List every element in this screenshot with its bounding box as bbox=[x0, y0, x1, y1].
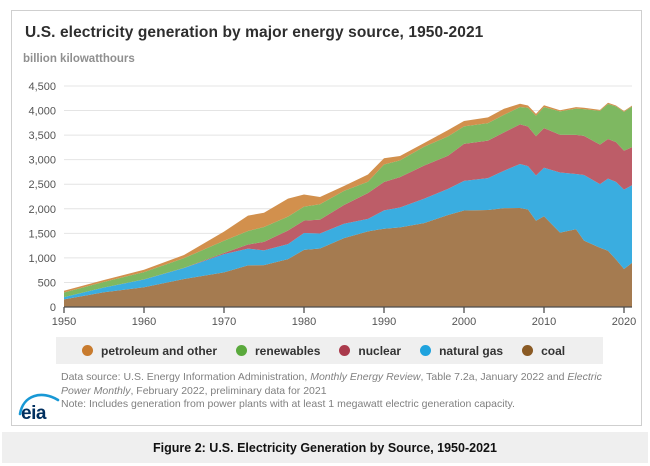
svg-text:1,500: 1,500 bbox=[28, 228, 56, 240]
legend-label: nuclear bbox=[358, 343, 402, 358]
svg-text:1980: 1980 bbox=[292, 316, 316, 328]
legend-item-renewables: renewables bbox=[236, 344, 320, 358]
source-line-1: Data source: U.S. Energy Information Adm… bbox=[61, 371, 602, 383]
legend-item-coal: coal bbox=[522, 344, 565, 358]
svg-text:1970: 1970 bbox=[212, 316, 236, 328]
chart-card: U.S. electricity generation by major ene… bbox=[11, 10, 642, 426]
nuclear-swatch-icon bbox=[339, 345, 351, 356]
svg-text:1960: 1960 bbox=[132, 316, 156, 328]
chart-units-label: billion kilowatthours bbox=[23, 53, 135, 65]
svg-text:4,000: 4,000 bbox=[28, 106, 56, 118]
chart-title: U.S. electricity generation by major ene… bbox=[25, 24, 484, 41]
figure-caption: Figure 2: U.S. Electricity Generation by… bbox=[153, 440, 497, 455]
source-footer: eia Data source: U.S. Energy Information… bbox=[12, 367, 641, 425]
svg-text:1950: 1950 bbox=[52, 316, 76, 328]
natural-gas-swatch-icon bbox=[420, 345, 432, 356]
coal-swatch-icon bbox=[522, 345, 534, 356]
legend-label: natural gas bbox=[439, 343, 504, 358]
svg-text:4,500: 4,500 bbox=[28, 81, 56, 93]
svg-text:500: 500 bbox=[38, 277, 56, 289]
svg-text:1990: 1990 bbox=[372, 316, 396, 328]
svg-text:1,000: 1,000 bbox=[28, 253, 56, 265]
figure-caption-bar: Figure 2: U.S. Electricity Generation by… bbox=[2, 432, 648, 463]
source-text: Data source: U.S. Energy Information Adm… bbox=[61, 371, 602, 412]
svg-text:2,500: 2,500 bbox=[28, 179, 56, 191]
legend-label: renewables bbox=[255, 343, 321, 358]
note-line: Note: Includes generation from power pla… bbox=[61, 398, 515, 410]
chart-legend: petroleum and other renewables nuclear n… bbox=[56, 337, 603, 364]
svg-text:3,000: 3,000 bbox=[28, 155, 56, 167]
eia-logo: eia bbox=[18, 393, 60, 423]
petroleum-swatch-icon bbox=[82, 345, 93, 356]
svg-text:2020: 2020 bbox=[612, 316, 636, 328]
svg-text:3,500: 3,500 bbox=[28, 130, 56, 142]
legend-item-nuclear: nuclear bbox=[339, 344, 401, 358]
svg-text:2000: 2000 bbox=[452, 316, 476, 328]
svg-text:2010: 2010 bbox=[532, 316, 556, 328]
legend-item-petroleum: petroleum and other bbox=[82, 344, 217, 358]
source-line-2: Power Monthly, February 2022, preliminar… bbox=[61, 384, 327, 397]
legend-label: petroleum and other bbox=[101, 343, 218, 358]
legend-label: coal bbox=[541, 343, 566, 358]
svg-text:2,000: 2,000 bbox=[28, 204, 56, 216]
svg-text:0: 0 bbox=[50, 302, 56, 314]
renewables-swatch-icon bbox=[236, 345, 248, 356]
stacked-area-chart: 0 500 1,000 1,500 2,000 2,500 3,000 3,500 4,000 4… bbox=[28, 81, 636, 328]
legend-item-natural-gas: natural gas bbox=[420, 344, 503, 358]
eia-logo-text: eia bbox=[21, 403, 47, 423]
